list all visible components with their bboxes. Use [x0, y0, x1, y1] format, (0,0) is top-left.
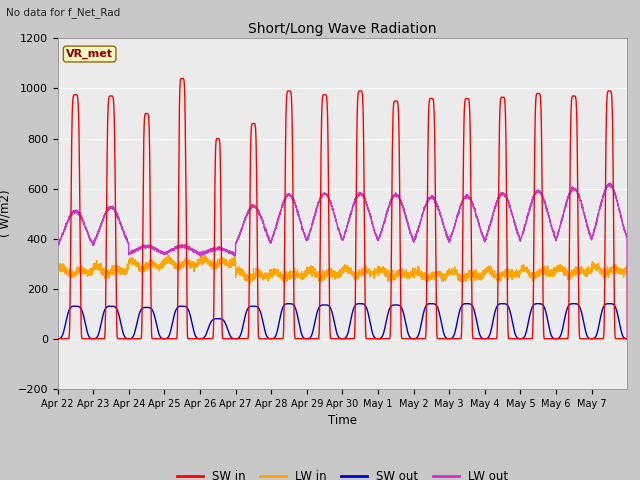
Text: No data for f_Net_Rad: No data for f_Net_Rad — [6, 7, 121, 18]
Text: VR_met: VR_met — [66, 49, 113, 59]
Y-axis label: ( W/m2): ( W/m2) — [0, 190, 12, 238]
Title: Short/Long Wave Radiation: Short/Long Wave Radiation — [248, 22, 436, 36]
Legend: SW in, LW in, SW out, LW out: SW in, LW in, SW out, LW out — [172, 466, 513, 480]
X-axis label: Time: Time — [328, 414, 357, 427]
